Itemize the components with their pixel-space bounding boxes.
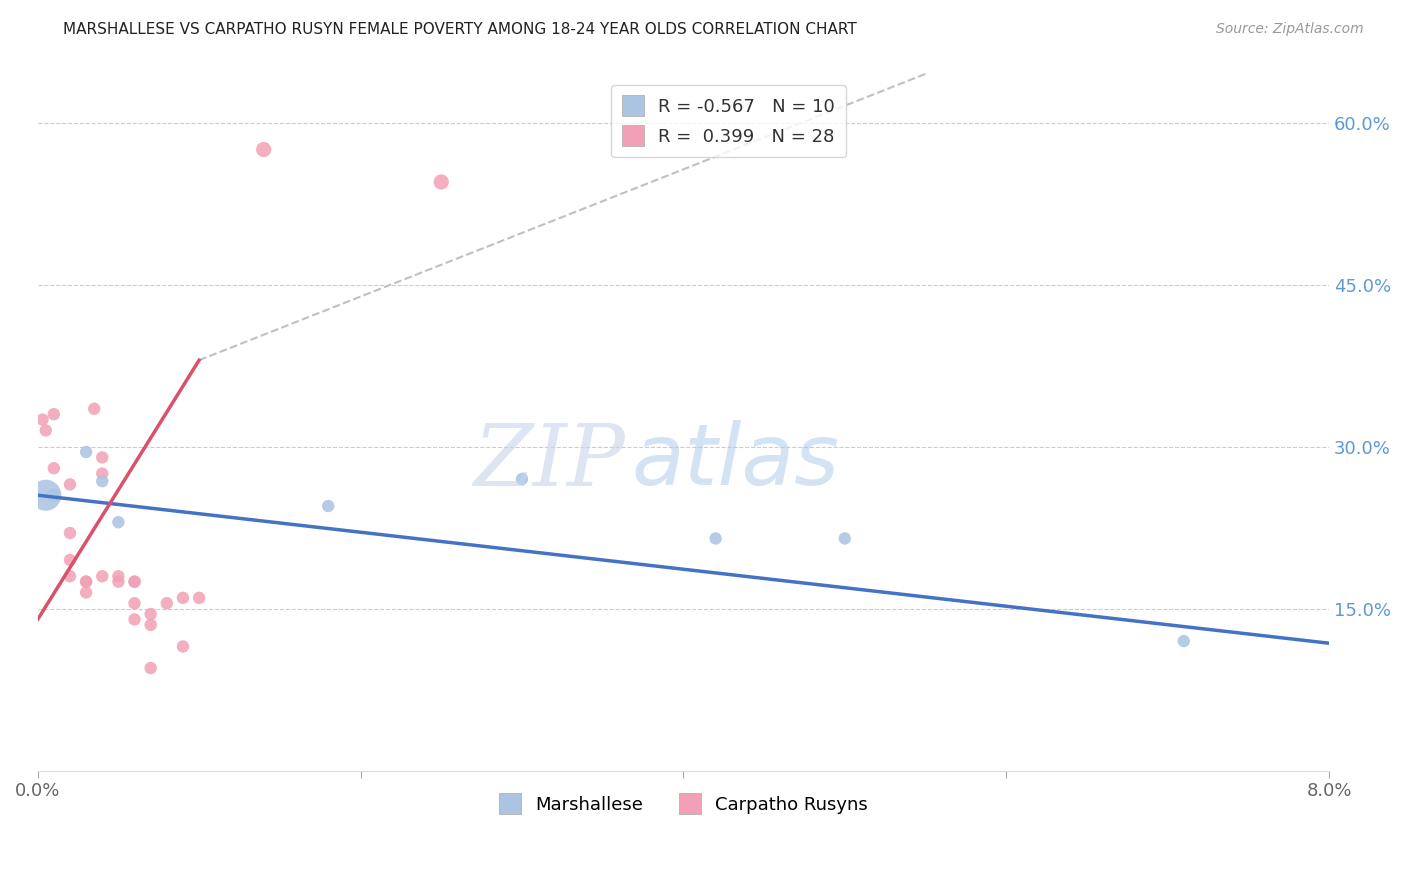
Point — [75, 585, 97, 599]
Point — [253, 143, 276, 157]
Point — [42, 461, 65, 475]
Point — [91, 569, 114, 583]
Point — [75, 574, 97, 589]
Point — [91, 474, 114, 488]
Point — [35, 488, 58, 502]
Text: atlas: atlas — [631, 420, 839, 503]
Point — [704, 532, 727, 546]
Point — [83, 401, 105, 416]
Point — [59, 477, 82, 491]
Point — [107, 515, 129, 529]
Point — [59, 553, 82, 567]
Text: ZIP: ZIP — [474, 420, 626, 503]
Text: MARSHALLESE VS CARPATHO RUSYN FEMALE POVERTY AMONG 18-24 YEAR OLDS CORRELATION C: MARSHALLESE VS CARPATHO RUSYN FEMALE POV… — [63, 22, 858, 37]
Point — [42, 488, 65, 502]
Point — [316, 499, 339, 513]
Point — [510, 472, 533, 486]
Point — [124, 612, 146, 626]
Point — [35, 424, 58, 438]
Point — [124, 574, 146, 589]
Point — [124, 596, 146, 610]
Point — [1173, 634, 1195, 648]
Point — [834, 532, 856, 546]
Point — [124, 574, 146, 589]
Point — [172, 640, 194, 654]
Point — [75, 445, 97, 459]
Point — [75, 574, 97, 589]
Point — [156, 596, 179, 610]
Point — [59, 526, 82, 541]
Point — [172, 591, 194, 605]
Legend: Marshallese, Carpatho Rusyns: Marshallese, Carpatho Rusyns — [488, 782, 879, 825]
Point — [430, 175, 453, 189]
Point — [139, 661, 162, 675]
Point — [139, 618, 162, 632]
Text: Source: ZipAtlas.com: Source: ZipAtlas.com — [1216, 22, 1364, 37]
Point — [107, 569, 129, 583]
Point — [31, 412, 53, 426]
Point — [42, 407, 65, 421]
Point — [91, 450, 114, 465]
Point — [107, 574, 129, 589]
Point — [59, 569, 82, 583]
Point — [91, 467, 114, 481]
Point — [139, 607, 162, 621]
Point — [188, 591, 211, 605]
